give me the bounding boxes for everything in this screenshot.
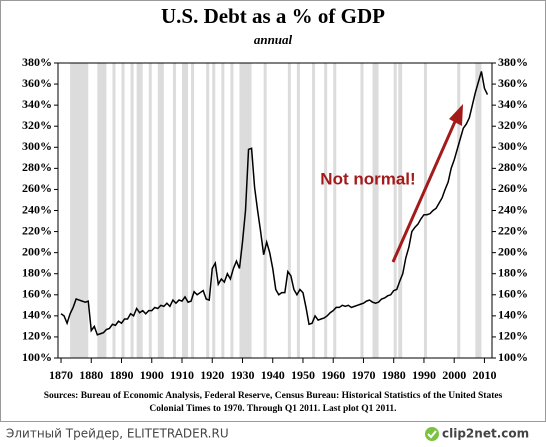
y-tick-label: 380% [22,55,52,69]
shaded-period [312,63,316,358]
y-tick-label: 140% [22,308,52,322]
plot-area: 100% 120% 140% 160% 180% 200% 220% 240% 260% 280%… [22,55,528,382]
y2-tick-label: 140% [498,308,528,322]
x-tick-label: 1900 [140,368,164,382]
x-tick-label: 1920 [200,368,224,382]
shaded-period [230,63,234,358]
footer-right: clip2net.com [442,427,529,441]
y-tick-label: 160% [22,287,52,301]
footer-logo [425,427,439,441]
shaded-period [130,63,134,358]
shaded-period [97,63,107,358]
shaded-period [457,63,461,358]
y-tick-label: 200% [22,244,52,258]
shaded-period [148,63,152,358]
y2-tick-label: 100% [498,350,528,364]
x-tick-label: 1910 [170,368,194,382]
y-tick-label: 220% [22,223,52,237]
shaded-period [191,63,195,358]
y-tick-label: 320% [22,118,52,132]
shaded-period [206,63,210,358]
y-tick-label: 100% [22,350,52,364]
annotation: Not normal! [320,169,415,188]
chart-frame [0,0,546,422]
shaded-period [157,63,164,358]
x-tick-label: 2010 [472,368,496,382]
y-tick-label: 180% [22,265,52,279]
footer-bar [0,422,546,447]
x-tick-label: 1940 [261,368,285,382]
shaded-period [263,63,267,358]
y2-tick-label: 360% [498,76,528,90]
y2-tick-label: 300% [498,139,528,153]
debt-line [60,71,489,336]
shaded-period [172,63,176,358]
shaded-period [333,63,337,358]
chart-title: U.S. Debt as a % of GDP [161,4,385,28]
y-tick-label: 300% [22,139,52,153]
y-tick-label: 340% [22,97,52,111]
annotation-arrowhead [449,104,463,126]
x-tick-label: 1880 [79,368,103,382]
x-tick-label: 1990 [412,368,436,382]
source-note: Colonial Times to 1970. Through Q1 2011.… [149,404,396,414]
shaded-period [372,63,379,358]
footer-logo-check [427,430,437,439]
shaded-period [360,63,364,358]
y2-tick-label: 280% [498,160,528,174]
x-tick-label: 1970 [351,368,375,382]
x-tick-label: 1960 [321,368,345,382]
shaded-period [136,63,143,358]
x-tick-label: 1870 [49,368,73,382]
source-note: Sources: Bureau of Economic Analysis, Fe… [44,391,503,401]
x-tick-label: 1950 [291,368,315,382]
shaded-period [182,63,189,358]
y-tick-label: 260% [22,181,52,195]
shaded-period [296,63,300,358]
shaded-period [423,63,427,358]
shaded-period [475,63,482,358]
x-tick-label: 1890 [110,368,134,382]
shaded-period [287,63,291,358]
shaded-period [221,63,225,358]
x-tick-label: 1980 [382,368,406,382]
chart-subtitle: annual [254,32,293,47]
y-tick-label: 360% [22,76,52,90]
y2-tick-label: 160% [498,287,528,301]
shaded-period [70,63,89,358]
shaded-period [324,63,328,358]
y2-tick-label: 220% [498,223,528,237]
shaded-period [393,63,397,358]
shaded-period [121,63,125,358]
y2-tick-label: 240% [498,202,528,216]
shaded-period [212,63,216,358]
footer-left: Элитный Трейдер, ELITETRADER.RU [6,427,229,441]
shaded-period [112,63,116,358]
x-tick-label: 2000 [442,368,466,382]
y2-tick-label: 380% [498,55,528,69]
shaded-period [398,63,403,358]
y2-tick-label: 260% [498,181,528,195]
y-tick-label: 120% [22,329,52,343]
y2-tick-label: 320% [498,118,528,132]
y2-tick-label: 180% [498,265,528,279]
y-tick-label: 240% [22,202,52,216]
y2-tick-label: 120% [498,329,528,343]
x-tick-label: 1930 [230,368,254,382]
y2-tick-label: 200% [498,244,528,258]
y2-tick-label: 340% [498,97,528,111]
y-tick-label: 280% [22,160,52,174]
annotation-arrow [391,116,459,263]
